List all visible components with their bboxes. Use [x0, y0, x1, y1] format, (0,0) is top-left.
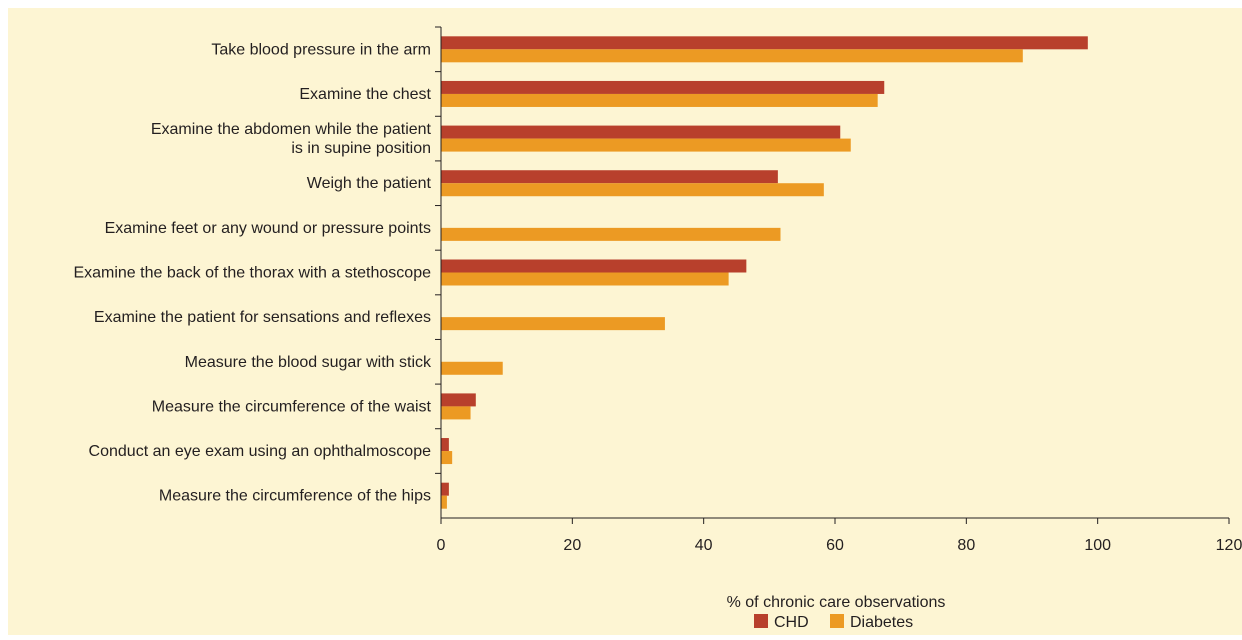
legend-label-diabetes: Diabetes: [850, 614, 913, 631]
category-label-3: Weigh the patient: [307, 175, 432, 192]
bar-diabetes-5: [441, 272, 729, 286]
bar-chd-3: [441, 170, 778, 184]
legend-swatch-diabetes: [830, 614, 844, 628]
axes-layer: [435, 26, 1230, 524]
category-label-2-line-0: Examine the abdomen while the patient: [151, 121, 432, 138]
bar-diabetes-0: [441, 49, 1023, 63]
bar-chd-10: [441, 482, 449, 496]
category-label-0: Take blood pressure in the arm: [211, 41, 431, 58]
bar-chd-1: [441, 80, 885, 94]
x-tick-labels: 0 20 40 60 80 100 120: [437, 537, 1242, 554]
x-tick-label-20: 20: [563, 537, 581, 554]
bars-layer: [441, 36, 1088, 509]
bar-chd-0: [441, 36, 1088, 50]
category-label-2-line-1: is in supine position: [291, 140, 431, 157]
category-label-1: Examine the chest: [299, 86, 431, 103]
x-tick-label-100: 100: [1084, 537, 1111, 554]
bar-chd-2: [441, 125, 841, 139]
category-label-6: Examine the patient for sensations and r…: [94, 309, 431, 326]
bar-diabetes-2: [441, 138, 851, 152]
bar-diabetes-10: [441, 495, 447, 509]
bar-diabetes-3: [441, 183, 824, 197]
bar-diabetes-8: [441, 406, 471, 420]
category-label-8: Measure the circumference of the waist: [152, 398, 432, 415]
bar-chd-8: [441, 393, 476, 407]
bar-diabetes-1: [441, 93, 878, 107]
legend: CHD Diabetes: [754, 614, 913, 631]
category-label-10: Measure the circumference of the hips: [159, 488, 431, 505]
bar-diabetes-4: [441, 227, 781, 241]
category-label-4: Examine feet or any wound or pressure po…: [105, 220, 431, 237]
legend-label-chd: CHD: [774, 614, 809, 631]
x-tick-label-120: 120: [1216, 537, 1242, 554]
x-tick-label-40: 40: [695, 537, 713, 554]
x-tick-label-60: 60: [826, 537, 844, 554]
bar-chd-5: [441, 259, 747, 273]
x-axis-title: % of chronic care observations: [727, 594, 946, 611]
bar-chd-9: [441, 438, 449, 452]
bar-diabetes-7: [441, 361, 503, 375]
bar-diabetes-9: [441, 451, 453, 465]
category-label-9: Conduct an eye exam using an ophthalmosc…: [89, 443, 432, 460]
category-label-7: Measure the blood sugar with stick: [185, 354, 432, 371]
legend-swatch-chd: [754, 614, 768, 628]
x-tick-label-80: 80: [957, 537, 975, 554]
bar-diabetes-6: [441, 317, 665, 331]
x-tick-label-0: 0: [437, 537, 446, 554]
category-label-5: Examine the back of the thorax with a st…: [73, 265, 431, 282]
category-labels: Take blood pressure in the arm Examine th…: [73, 41, 432, 504]
